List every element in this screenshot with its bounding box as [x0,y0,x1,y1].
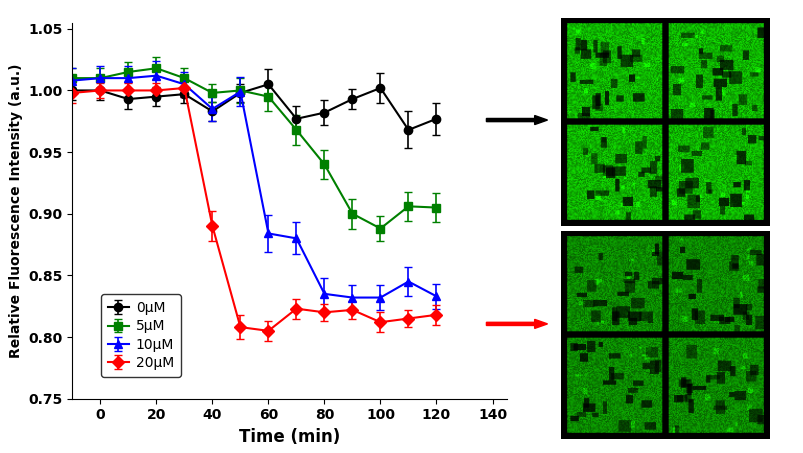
X-axis label: Time (min): Time (min) [238,428,340,446]
Y-axis label: Relative Fluorescence Intensity (a.u.): Relative Fluorescence Intensity (a.u.) [9,63,22,358]
Legend: 0μM, 5μM, 10μM, 20μM: 0μM, 5μM, 10μM, 20μM [101,294,181,376]
